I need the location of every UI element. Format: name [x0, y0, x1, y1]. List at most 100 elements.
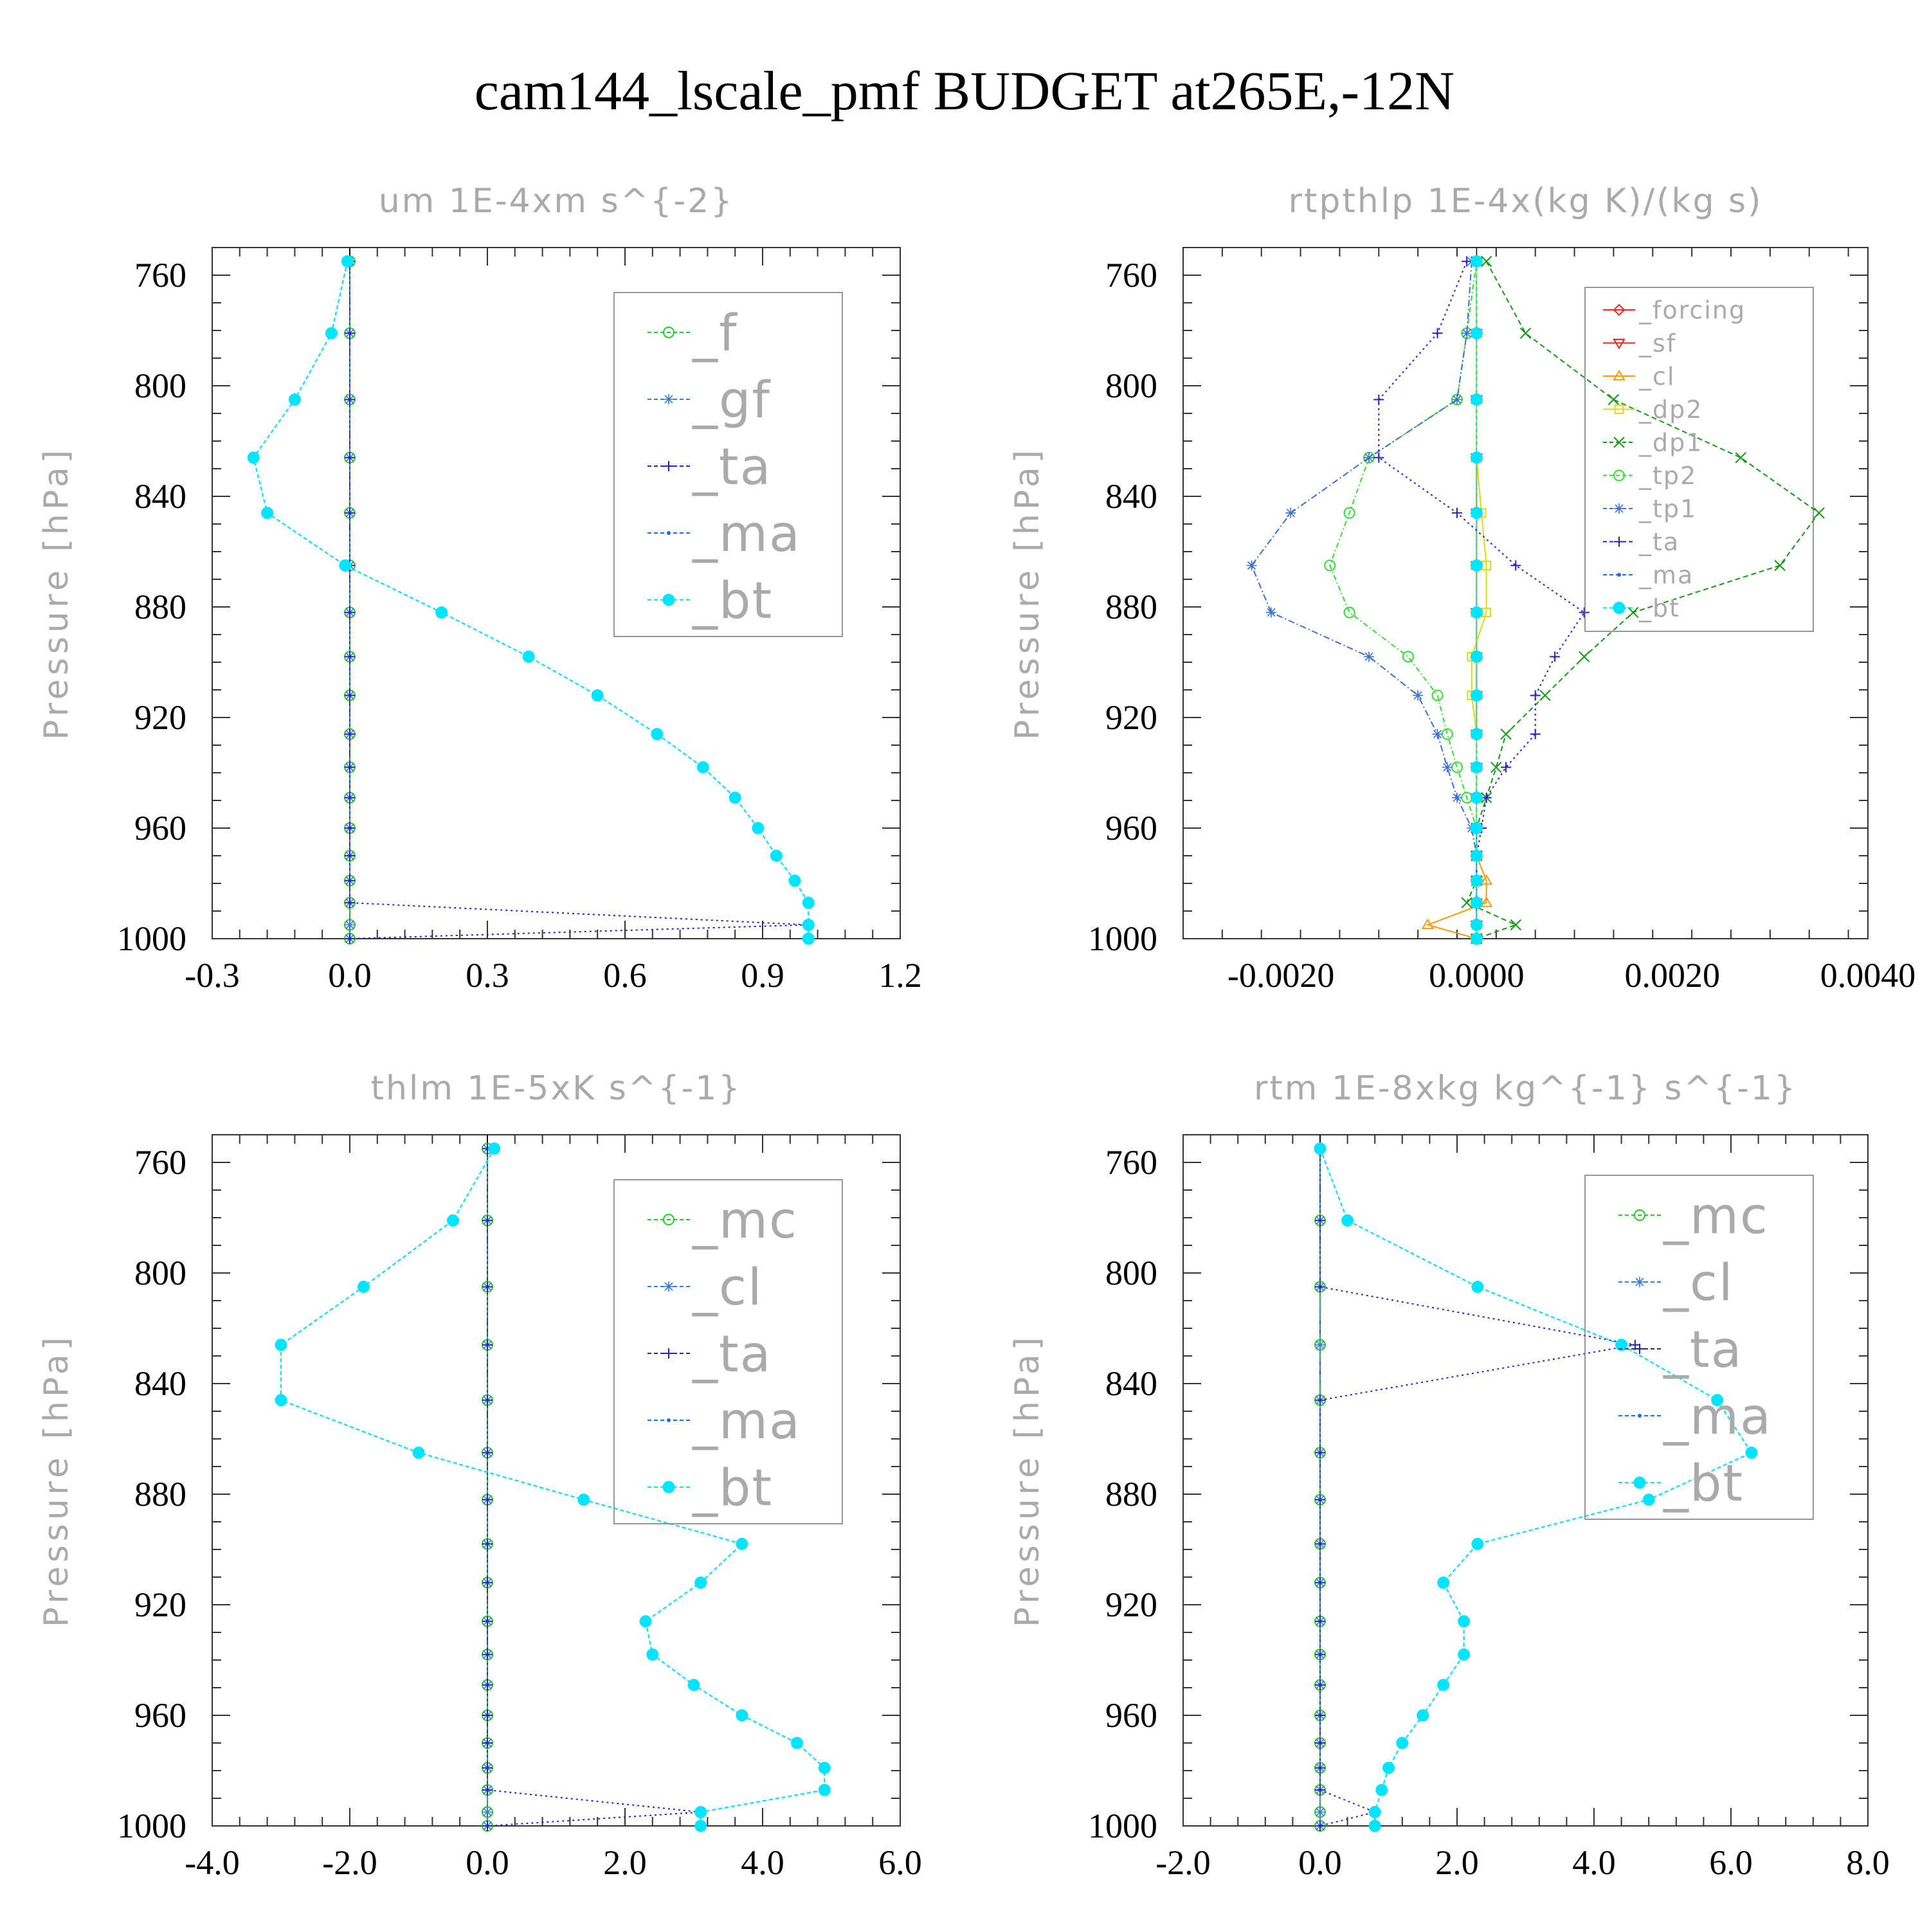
series-bt	[1314, 1142, 1758, 1832]
x-tick-label: 0.0000	[1429, 956, 1525, 995]
y-tick-label: 840	[1105, 477, 1157, 516]
data-point	[646, 1648, 659, 1661]
legend-label: _ta	[692, 438, 772, 496]
data-point	[1315, 1447, 1325, 1458]
data-point	[639, 1615, 652, 1628]
data-point	[694, 1576, 707, 1589]
legend-marker	[663, 1214, 675, 1225]
data-point	[1480, 255, 1492, 267]
legend-label: _bt	[1638, 594, 1680, 622]
series-line	[1319, 1148, 1753, 1826]
legend-label: _ta	[692, 1326, 772, 1384]
data-point	[345, 507, 355, 518]
legend: _forcing _sf _cl _dp2 _dp1 _tp2 _tp1 _ta _ma _bt	[1584, 287, 1814, 632]
data-point	[1285, 507, 1296, 518]
panel-title: thlm 1E-5xK s^{-1}	[371, 1069, 742, 1108]
data-point	[1431, 689, 1444, 701]
data-point	[1501, 762, 1512, 773]
series-line	[1426, 261, 1487, 939]
data-point	[1615, 1339, 1628, 1351]
data-point	[482, 1807, 493, 1818]
x-tick-label: 0.0040	[1820, 956, 1916, 995]
data-point	[802, 932, 815, 945]
x-tick-label: 0.0	[466, 1843, 509, 1882]
legend-label: _mc	[1663, 1187, 1769, 1245]
data-point	[1315, 1738, 1325, 1748]
legend-marker	[1634, 1209, 1645, 1221]
legend-label: _ma	[1638, 561, 1694, 590]
plot-frame	[1182, 1134, 1869, 1827]
legend-marker	[1633, 1476, 1646, 1489]
series-ta	[482, 1143, 706, 1831]
chart-panels: um 1E-4xm s^{-2} Pressure [hPa] 760 800 840 8…	[37, 182, 1915, 1882]
x-tick-label: 8.0	[1846, 1843, 1890, 1882]
legend-box	[613, 1179, 843, 1524]
legend: _mc _cl _ta _ma _bt	[1584, 1175, 1814, 1520]
data-point	[482, 1215, 493, 1226]
x-tick-label: -2.0	[1155, 1843, 1210, 1882]
series-cl	[1421, 255, 1493, 943]
panel-title: rtpthlp 1E-4x(kg K)/(kg s)	[1289, 182, 1763, 221]
y-tick-label: 840	[134, 477, 186, 516]
data-point	[1470, 393, 1483, 406]
y-axis-label: Pressure [hPa]	[37, 446, 76, 740]
series-bt	[1470, 255, 1483, 945]
data-point	[1470, 761, 1483, 773]
data-point	[482, 1616, 493, 1627]
panel-title: rtm 1E-8xkg kg^{-1} s^{-1}	[1254, 1069, 1797, 1108]
data-point	[651, 728, 664, 741]
y-tick-label: 800	[134, 1254, 186, 1292]
data-point	[802, 896, 815, 909]
data-point	[341, 255, 354, 267]
y-tick-label: 960	[1105, 1696, 1157, 1735]
data-point	[1364, 651, 1375, 662]
data-point	[345, 898, 355, 908]
data-point	[752, 822, 765, 835]
legend-label: _gf	[692, 372, 771, 429]
data-point	[1481, 792, 1492, 803]
legend-marker	[1613, 437, 1625, 448]
legend-marker	[664, 1281, 674, 1292]
data-point	[1452, 507, 1462, 518]
legend-label: _sf	[1638, 329, 1676, 357]
data-point	[1441, 728, 1453, 740]
panel-title: um 1E-4xm s^{-2}	[379, 182, 734, 221]
data-point	[1550, 651, 1561, 662]
legend-label: _ma	[692, 1393, 801, 1450]
data-point	[1375, 1783, 1388, 1796]
legend-marker	[1613, 338, 1626, 350]
y-tick-label: 840	[1105, 1364, 1157, 1403]
x-tick-label: 1.2	[878, 956, 922, 995]
data-point	[1417, 1709, 1429, 1722]
legend-marker	[1635, 1277, 1645, 1287]
data-point	[357, 1281, 370, 1293]
series-line	[1471, 261, 1487, 939]
data-point	[1462, 328, 1472, 339]
data-point	[1470, 791, 1483, 804]
data-point	[325, 327, 338, 339]
data-point	[482, 1494, 493, 1505]
data-point	[345, 394, 355, 405]
data-point	[522, 650, 535, 663]
legend-label: _cl	[692, 1259, 763, 1317]
y-tick-label: 1000	[1088, 1807, 1157, 1845]
data-point	[1437, 1576, 1450, 1589]
data-point	[770, 849, 783, 862]
data-point	[482, 1738, 493, 1748]
data-point	[1442, 762, 1453, 773]
y-tick-label: 880	[134, 1475, 186, 1513]
x-tick-label: -0.0020	[1227, 956, 1334, 995]
data-point	[1373, 394, 1384, 405]
x-tick-label: 2.0	[603, 1843, 647, 1882]
data-point	[1315, 1215, 1325, 1226]
data-point	[818, 1762, 831, 1774]
data-point	[696, 761, 709, 773]
x-tick-label: 0.3	[466, 956, 509, 995]
data-point	[1315, 1679, 1325, 1690]
data-point	[1364, 452, 1375, 463]
data-point	[1490, 761, 1502, 773]
data-point	[1462, 256, 1472, 267]
y-tick-label: 1000	[117, 919, 186, 958]
legend-label: _dp1	[1638, 429, 1703, 457]
